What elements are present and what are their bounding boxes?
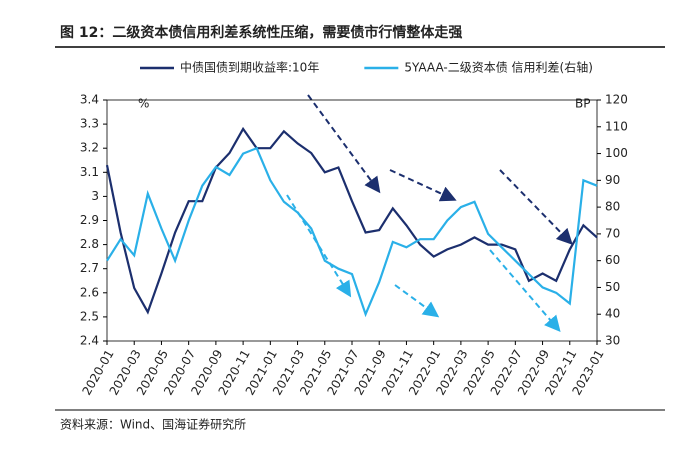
y-tick-label: 2.5 <box>80 309 99 323</box>
trend-arrows <box>286 94 573 333</box>
chart-title: 图 12：二级资本债信用利差系统性压缩，需要债市行情整体走强 <box>60 24 462 41</box>
y2-tick-label: 80 <box>605 200 620 214</box>
y2-tick-label: 30 <box>605 334 620 348</box>
y-tick-label: 2.4 <box>80 334 99 348</box>
y2-tick-label: 70 <box>605 226 620 240</box>
y-tick-label: 2.7 <box>80 261 99 275</box>
series-line <box>106 146 598 318</box>
y2-tick-label: 100 <box>605 146 628 160</box>
legend-label: 5YAAA-二级资本债 信用利差(右轴) <box>404 60 593 75</box>
y2-tick-label: 60 <box>605 253 620 267</box>
y-tick-label: 2.8 <box>80 237 99 251</box>
source: 资料来源：Wind、国海证券研究所 <box>60 417 246 432</box>
y2-tick-label: 90 <box>605 173 620 187</box>
y-tick-label: 3 <box>91 189 99 203</box>
y-tick-label: 3.3 <box>80 117 99 131</box>
y2-tick-label: 50 <box>605 280 620 294</box>
y-unit: % <box>138 97 149 111</box>
y-tick-label: 2.9 <box>80 213 99 227</box>
y2-unit: BP <box>575 97 590 111</box>
y2-tick-label: 110 <box>605 119 628 133</box>
y2-tick-label: 40 <box>605 307 620 321</box>
legend-label: 中债国债到期收益率:10年 <box>180 60 319 75</box>
y2-tick-label: 120 <box>605 93 628 107</box>
y-tick-label: 3.4 <box>80 93 99 107</box>
series-line <box>105 126 598 315</box>
y-tick-label: 2.6 <box>80 285 99 299</box>
y-tick-label: 3.2 <box>80 141 99 155</box>
y-tick-label: 3.1 <box>80 165 99 179</box>
